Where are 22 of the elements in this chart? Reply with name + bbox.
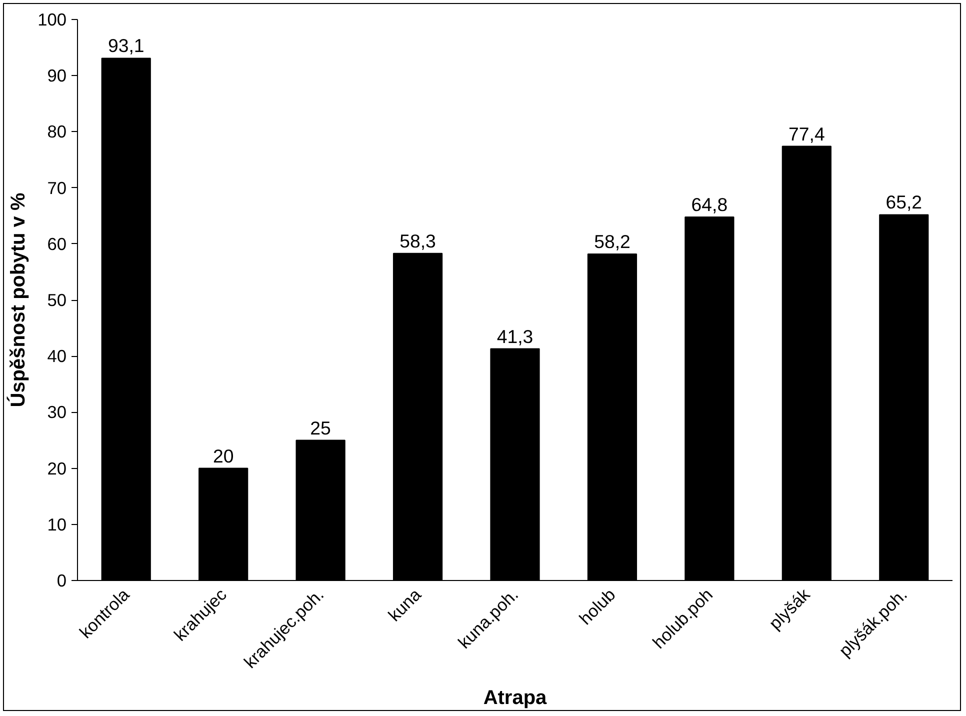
- data-label: 65,2: [886, 192, 922, 213]
- data-label: 93,1: [108, 35, 144, 56]
- data-label: 41,3: [496, 326, 534, 347]
- data-label: 58,2: [594, 231, 630, 252]
- y-axis-title: Úspěšnost pobytu v %: [6, 192, 30, 408]
- data-label: 77,4: [788, 123, 825, 144]
- y-tick-label: 40: [47, 346, 67, 366]
- y-tick-label: 20: [47, 458, 67, 478]
- y-tick-label: 100: [38, 10, 67, 30]
- data-label: 64,8: [691, 194, 728, 215]
- y-tick-label: 80: [47, 122, 67, 142]
- y-tick-label: 0: [56, 570, 67, 590]
- data-label: 25: [310, 417, 331, 438]
- y-tick-label: 10: [47, 514, 67, 534]
- data-label: 58,3: [400, 230, 436, 252]
- x-axis-title: Atrapa: [483, 687, 548, 710]
- y-tick-label: 90: [47, 66, 67, 86]
- y-tick-label: 50: [47, 290, 67, 310]
- data-label: 20: [212, 445, 234, 466]
- y-tick-label: 60: [47, 234, 67, 254]
- y-tick-label: 70: [47, 178, 67, 198]
- y-tick-label: 30: [47, 402, 67, 422]
